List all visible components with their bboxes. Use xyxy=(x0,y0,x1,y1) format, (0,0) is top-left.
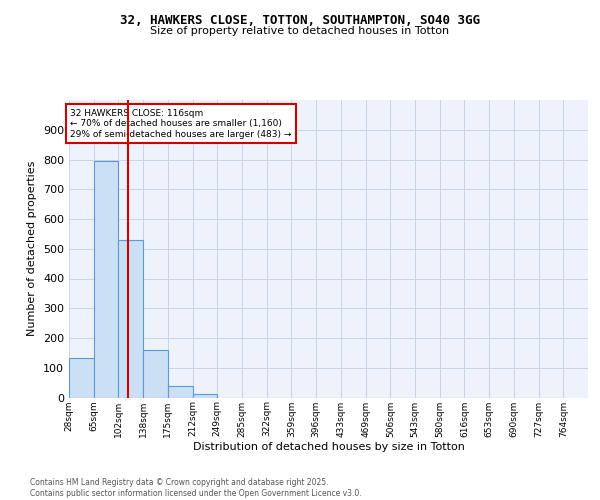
Bar xyxy=(143,350,168,398)
Bar xyxy=(193,394,217,398)
Bar xyxy=(69,358,94,398)
X-axis label: Distribution of detached houses by size in Totton: Distribution of detached houses by size … xyxy=(193,442,464,452)
Text: Size of property relative to detached houses in Totton: Size of property relative to detached ho… xyxy=(151,26,449,36)
Bar xyxy=(94,160,118,398)
Text: 32, HAWKERS CLOSE, TOTTON, SOUTHAMPTON, SO40 3GG: 32, HAWKERS CLOSE, TOTTON, SOUTHAMPTON, … xyxy=(120,14,480,27)
Y-axis label: Number of detached properties: Number of detached properties xyxy=(28,161,37,336)
Bar xyxy=(118,240,143,398)
Text: Contains HM Land Registry data © Crown copyright and database right 2025.
Contai: Contains HM Land Registry data © Crown c… xyxy=(30,478,362,498)
Bar xyxy=(168,386,193,398)
Text: 32 HAWKERS CLOSE: 116sqm
← 70% of detached houses are smaller (1,160)
29% of sem: 32 HAWKERS CLOSE: 116sqm ← 70% of detach… xyxy=(70,109,292,138)
